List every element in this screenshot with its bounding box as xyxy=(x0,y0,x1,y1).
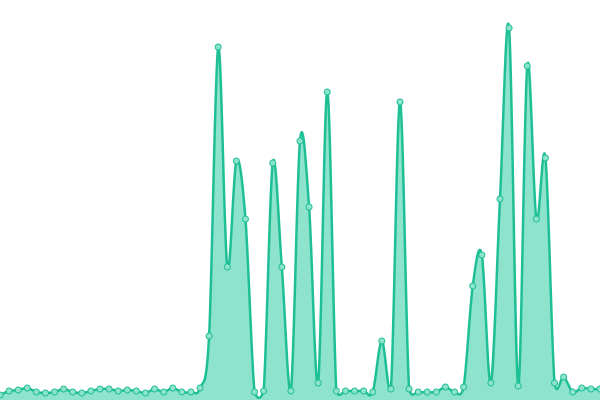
data-point xyxy=(451,388,459,396)
data-point xyxy=(151,385,159,393)
data-point xyxy=(23,384,31,392)
data-point xyxy=(587,385,595,393)
data-point xyxy=(132,387,140,395)
data-point xyxy=(278,263,286,271)
data-point xyxy=(460,383,468,391)
data-point xyxy=(287,387,295,395)
data-point xyxy=(378,337,386,345)
data-point xyxy=(260,387,268,395)
data-point xyxy=(405,385,413,393)
data-point xyxy=(351,387,359,395)
data-point xyxy=(551,379,559,387)
data-point xyxy=(305,203,313,211)
data-point xyxy=(78,389,86,397)
data-point xyxy=(523,62,531,70)
data-point xyxy=(105,385,113,393)
data-point xyxy=(169,384,177,392)
data-point xyxy=(541,154,549,162)
data-point xyxy=(114,387,122,395)
data-point xyxy=(432,388,440,396)
data-point xyxy=(514,382,522,390)
data-point xyxy=(60,385,68,393)
data-point xyxy=(496,195,504,203)
area-fill xyxy=(0,23,600,400)
data-point xyxy=(423,388,431,396)
data-point xyxy=(223,263,231,271)
data-point xyxy=(296,137,304,145)
data-point xyxy=(232,157,240,165)
data-point xyxy=(578,384,586,392)
data-point xyxy=(14,386,22,394)
data-point xyxy=(569,388,577,396)
data-point xyxy=(387,385,395,393)
data-point xyxy=(314,379,322,387)
data-point xyxy=(532,215,540,223)
data-point xyxy=(487,379,495,387)
data-point xyxy=(205,332,213,340)
data-point xyxy=(160,388,168,396)
data-point xyxy=(251,388,259,396)
data-point xyxy=(41,389,49,397)
data-point xyxy=(69,388,77,396)
data-point xyxy=(96,385,104,393)
data-point xyxy=(341,387,349,395)
data-point xyxy=(478,251,486,259)
data-point xyxy=(178,388,186,396)
data-point xyxy=(396,98,404,106)
data-point xyxy=(269,159,277,167)
data-point xyxy=(369,388,377,396)
data-point xyxy=(123,386,131,394)
data-point xyxy=(214,43,222,51)
data-point xyxy=(0,391,4,399)
data-point xyxy=(196,384,204,392)
data-point xyxy=(141,389,149,397)
data-point xyxy=(51,388,59,396)
data-point xyxy=(469,282,477,290)
data-point xyxy=(360,387,368,395)
data-point xyxy=(505,24,513,32)
data-point xyxy=(241,215,249,223)
data-point xyxy=(5,387,13,395)
data-point xyxy=(87,387,95,395)
data-point xyxy=(32,388,40,396)
data-point xyxy=(414,388,422,396)
data-point xyxy=(332,387,340,395)
data-point xyxy=(596,385,600,393)
data-point xyxy=(560,373,568,381)
data-point xyxy=(323,88,331,96)
data-point xyxy=(441,383,449,391)
data-point xyxy=(187,388,195,396)
